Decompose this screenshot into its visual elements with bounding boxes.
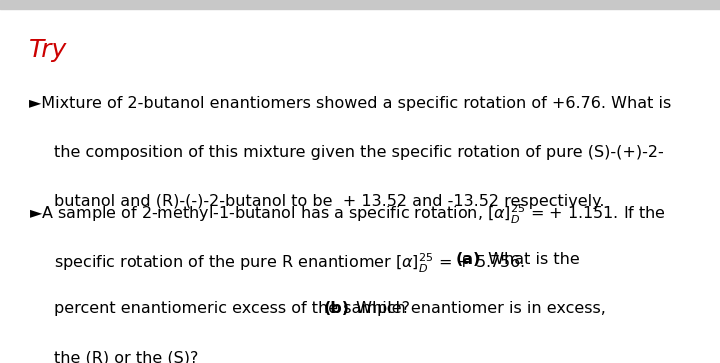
Text: Which enantiomer is in excess,: Which enantiomer is in excess, [351, 301, 606, 316]
Text: ►A sample of 2-methyl-1-butanol has a specific rotation, $[\alpha]_D^{25}$ = + 1: ►A sample of 2-methyl-1-butanol has a sp… [29, 203, 666, 227]
Text: Try: Try [29, 38, 67, 62]
Text: specific rotation of the pure R enantiomer $[\alpha]_D^{25}$ = + 5.756.: specific rotation of the pure R enantiom… [54, 252, 527, 276]
Text: (b): (b) [323, 301, 349, 316]
Text: What is the: What is the [483, 252, 580, 267]
Bar [0, 0, 720, 9]
Text: (a): (a) [456, 252, 481, 267]
Text: the (R) or the (S)?: the (R) or the (S)? [54, 350, 199, 363]
Text: butanol and (R)-(-)-2-butanol to be  + 13.52 and -13.52 respectively.: butanol and (R)-(-)-2-butanol to be + 13… [54, 194, 605, 209]
Text: ►Mixture of 2-butanol enantiomers showed a specific rotation of +6.76. What is: ►Mixture of 2-butanol enantiomers showed… [29, 96, 671, 111]
Text: percent enantiomeric excess of the sample?: percent enantiomeric excess of the sampl… [54, 301, 415, 316]
Text: the composition of this mixture given the specific rotation of pure (S)-(+)-2-: the composition of this mixture given th… [54, 145, 664, 160]
